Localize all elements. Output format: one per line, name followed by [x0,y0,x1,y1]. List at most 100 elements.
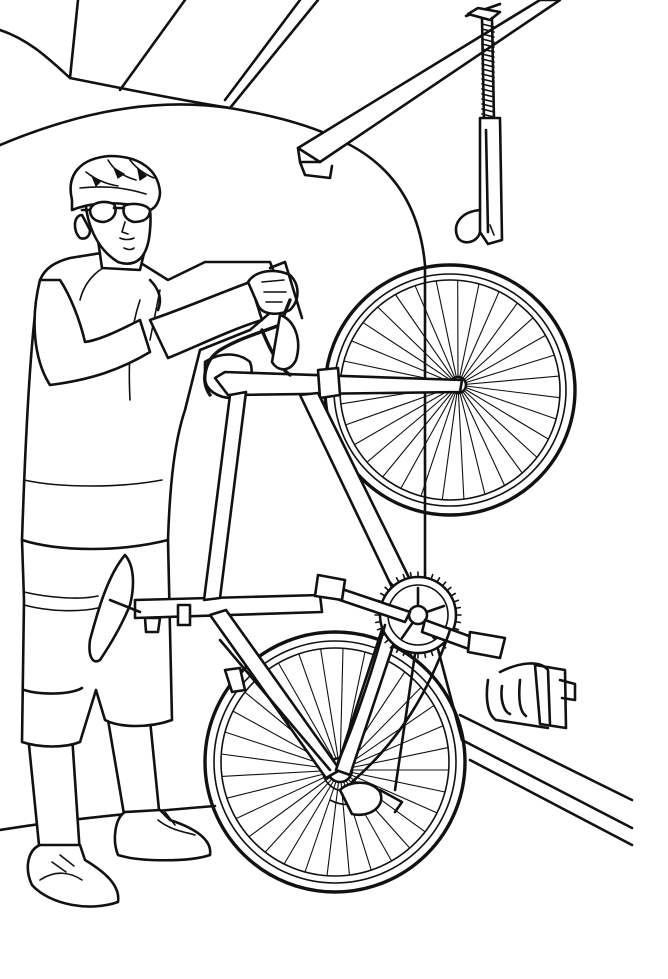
front-spoke [435,280,459,386]
thread-mark [481,88,495,93]
chainring-tooth [395,576,400,583]
front-spoke [457,384,560,399]
front-spoke [377,306,459,386]
front-spoke [457,384,538,458]
front-spoke [420,384,459,497]
chainring-tooth [454,620,462,624]
rear-spoke [248,769,341,838]
glasses [88,200,117,224]
thread-mark [481,38,495,43]
thread-mark [481,78,495,83]
pedal-top [313,573,347,602]
ceiling-rail [296,0,562,180]
rear-spoke [304,769,341,873]
rear-spoke [326,769,341,876]
thread-mark [481,63,495,68]
crankset [313,571,507,784]
thread-mark [481,23,495,28]
thread-mark [481,28,495,33]
right-lower-leg [106,718,162,822]
left-arm [33,278,152,387]
rear-spoke [339,747,449,771]
front-spoke [457,384,465,500]
saddle [88,553,192,663]
front-spoke [362,322,459,386]
chainring-tooth [452,599,460,603]
bike-frame [133,366,464,817]
thread-mark [481,93,495,98]
chainring-tooth [450,592,457,597]
rear-spoke [339,769,446,793]
rear-spoke [277,662,341,771]
right-arm [148,280,264,360]
front-spoke [400,384,459,489]
rear-spoke [320,648,341,771]
head-tube [202,390,248,602]
derailleur [338,781,383,817]
chainring-tooth [446,586,452,592]
thread-mark [481,98,495,103]
chainring-tooth [384,638,390,644]
front-spoke [394,294,459,386]
front-spoke [366,384,459,463]
floor-line [0,804,217,832]
chainring-tooth [441,581,447,587]
front-spoke [351,340,459,386]
chainring-tooth [409,651,413,659]
pedal-bottom [466,630,507,660]
bike-stand [485,662,577,730]
chainring-tooth [454,606,462,610]
chainring-tooth [402,649,406,657]
chainring-tooth [423,571,427,579]
front-spoke [354,384,459,446]
front-spoke [457,384,549,440]
front-spoke [382,384,459,478]
chainring-tooth [384,586,390,592]
chainring-tooth [436,576,441,583]
chainring-tooth [402,573,406,581]
chainring-tooth [430,649,434,657]
chainring-tooth [374,620,382,624]
rear-spoke [226,769,341,799]
cyclist [20,154,299,908]
thread-mark [481,113,495,118]
thread-mark [481,83,495,88]
bicycle [88,260,577,894]
thread-mark [481,68,495,73]
baseboard-top [458,713,634,802]
front-spoke [457,384,523,474]
chainring-tooth [389,643,395,649]
front-spoke [457,354,555,386]
front-spoke [457,384,486,495]
front-spoke [441,384,459,500]
chainring-tooth [376,627,384,631]
thread-mark [481,73,495,78]
front-spoke [457,291,500,386]
chainring-tooth [379,592,386,597]
handlebar [203,260,304,397]
front-spoke [414,285,459,386]
down-tube [298,391,422,606]
rear-spoke [339,648,344,771]
helmet [69,154,162,212]
thread-mark [481,48,495,53]
front-spoke [457,334,546,386]
thread-mark [481,103,495,108]
front-spoke [457,384,557,420]
wall-arch [0,103,232,147]
chainring-tooth [436,647,441,654]
front-spoke [457,375,560,386]
ceiling-edge [0,28,72,80]
thread-mark [481,108,495,113]
chainring-tooth [395,647,400,654]
thread-mark [481,58,495,63]
rear-spoke [264,769,341,853]
chainring-tooth [430,573,434,581]
rear-spoke [339,725,444,771]
hook-thread [481,23,495,118]
thread-mark [481,43,495,48]
chainring-tooth [389,581,395,587]
thread-mark [481,33,495,38]
